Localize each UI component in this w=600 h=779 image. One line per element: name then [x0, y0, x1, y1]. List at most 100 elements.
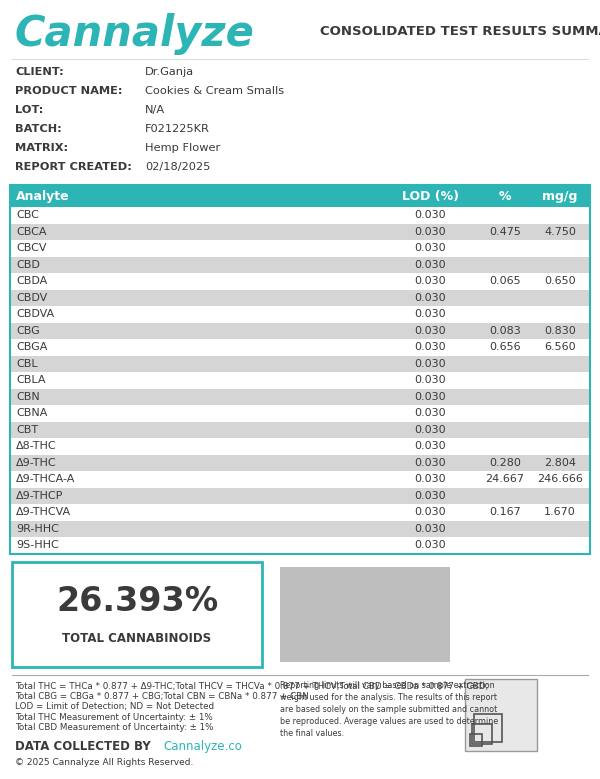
Text: 0.030: 0.030	[414, 541, 446, 550]
Text: Δ8-THC: Δ8-THC	[16, 441, 56, 451]
Text: Δ9-THCP: Δ9-THCP	[16, 491, 64, 501]
FancyBboxPatch shape	[10, 471, 590, 488]
Text: 9R-HHC: 9R-HHC	[16, 523, 59, 534]
Text: 0.656: 0.656	[489, 342, 521, 352]
Text: 0.030: 0.030	[414, 309, 446, 319]
Text: 0.030: 0.030	[414, 293, 446, 303]
Text: Total THC Measurement of Uncertainty: ± 1%: Total THC Measurement of Uncertainty: ± …	[15, 713, 213, 722]
Text: LOT:: LOT:	[15, 105, 43, 115]
Text: %: %	[499, 189, 511, 203]
Text: 26.393%: 26.393%	[56, 585, 218, 618]
Text: 0.030: 0.030	[414, 277, 446, 286]
Text: 0.030: 0.030	[414, 375, 446, 386]
Text: 0.030: 0.030	[414, 523, 446, 534]
Text: CBT: CBT	[16, 425, 38, 435]
FancyBboxPatch shape	[280, 566, 450, 661]
Text: CBG: CBG	[16, 326, 40, 336]
Text: Total CBD Measurement of Uncertainty: ± 1%: Total CBD Measurement of Uncertainty: ± …	[15, 724, 214, 732]
Text: DATA COLLECTED BY: DATA COLLECTED BY	[15, 740, 151, 753]
Text: 0.030: 0.030	[414, 210, 446, 220]
Text: TOTAL CANNABINOIDS: TOTAL CANNABINOIDS	[62, 632, 212, 645]
FancyBboxPatch shape	[10, 306, 590, 323]
FancyBboxPatch shape	[10, 256, 590, 273]
Text: 0.030: 0.030	[414, 507, 446, 517]
Text: CBN: CBN	[16, 392, 40, 402]
Text: 0.030: 0.030	[414, 259, 446, 270]
Text: Δ9-THCA-A: Δ9-THCA-A	[16, 474, 76, 485]
Text: 2.804: 2.804	[544, 458, 576, 467]
FancyBboxPatch shape	[12, 562, 262, 667]
Text: Dr.Ganja: Dr.Ganja	[145, 67, 194, 77]
FancyBboxPatch shape	[10, 520, 590, 537]
Text: 0.030: 0.030	[414, 408, 446, 418]
FancyBboxPatch shape	[10, 488, 590, 504]
Text: Δ9-THCVA: Δ9-THCVA	[16, 507, 71, 517]
Text: 0.030: 0.030	[414, 227, 446, 237]
Text: 0.650: 0.650	[544, 277, 576, 286]
Text: 0.030: 0.030	[414, 474, 446, 485]
Text: LOD (%): LOD (%)	[401, 189, 458, 203]
Text: Analyte: Analyte	[16, 189, 70, 203]
FancyBboxPatch shape	[10, 389, 590, 405]
FancyBboxPatch shape	[10, 185, 590, 207]
Text: 0.030: 0.030	[414, 392, 446, 402]
FancyBboxPatch shape	[10, 372, 590, 389]
Text: 0.030: 0.030	[414, 342, 446, 352]
Text: CONSOLIDATED TEST RESULTS SUMMARY: CONSOLIDATED TEST RESULTS SUMMARY	[320, 24, 600, 37]
Text: CBC: CBC	[16, 210, 39, 220]
Text: CBDV: CBDV	[16, 293, 47, 303]
Text: PRODUCT NAME:: PRODUCT NAME:	[15, 86, 122, 96]
FancyBboxPatch shape	[10, 537, 590, 554]
Text: Δ9-THC: Δ9-THC	[16, 458, 56, 467]
FancyBboxPatch shape	[10, 421, 590, 438]
Text: CBDA: CBDA	[16, 277, 47, 286]
Text: CBLA: CBLA	[16, 375, 46, 386]
FancyBboxPatch shape	[10, 405, 590, 421]
Text: Cannalyze.co: Cannalyze.co	[163, 740, 242, 753]
FancyBboxPatch shape	[10, 240, 590, 256]
Text: 0.030: 0.030	[414, 326, 446, 336]
Text: 0.830: 0.830	[544, 326, 576, 336]
Text: 0.030: 0.030	[414, 359, 446, 368]
FancyBboxPatch shape	[10, 438, 590, 454]
Text: CLIENT:: CLIENT:	[15, 67, 64, 77]
Text: 0.030: 0.030	[414, 441, 446, 451]
Text: 02/18/2025: 02/18/2025	[145, 162, 211, 172]
FancyBboxPatch shape	[10, 355, 590, 372]
FancyBboxPatch shape	[10, 273, 590, 290]
Text: CBL: CBL	[16, 359, 38, 368]
Text: 0.030: 0.030	[414, 491, 446, 501]
Text: F021225KR: F021225KR	[145, 124, 210, 134]
Text: 0.475: 0.475	[489, 227, 521, 237]
Text: MATRIX:: MATRIX:	[15, 143, 68, 153]
FancyBboxPatch shape	[10, 454, 590, 471]
Text: 24.667: 24.667	[485, 474, 524, 485]
Text: 0.030: 0.030	[414, 425, 446, 435]
Text: N/A: N/A	[145, 105, 165, 115]
FancyBboxPatch shape	[10, 290, 590, 306]
Text: 0.083: 0.083	[489, 326, 521, 336]
FancyBboxPatch shape	[10, 504, 590, 520]
Text: 4.750: 4.750	[544, 227, 576, 237]
Text: LOD = Limit of Detection; ND = Not Detected: LOD = Limit of Detection; ND = Not Detec…	[15, 703, 214, 711]
Text: Reporting limits will vary based on sample extraction
weight used for the analys: Reporting limits will vary based on samp…	[280, 682, 498, 738]
Text: Cookies & Cream Smalls: Cookies & Cream Smalls	[145, 86, 284, 96]
Text: CBNA: CBNA	[16, 408, 47, 418]
Text: REPORT CREATED:: REPORT CREATED:	[15, 162, 132, 172]
Text: CBCA: CBCA	[16, 227, 47, 237]
Text: 0.280: 0.280	[489, 458, 521, 467]
FancyBboxPatch shape	[10, 323, 590, 339]
Text: CBGA: CBGA	[16, 342, 47, 352]
FancyBboxPatch shape	[10, 207, 590, 224]
Text: 0.030: 0.030	[414, 458, 446, 467]
Text: 6.560: 6.560	[544, 342, 576, 352]
Text: Cannalyze: Cannalyze	[15, 13, 255, 55]
Text: 1.670: 1.670	[544, 507, 576, 517]
Text: Total THC = THCa * 0.877 + Δ9-THC;Total THCV = THCVa * 0.877 + THCV;Total CBD = : Total THC = THCa * 0.877 + Δ9-THC;Total …	[15, 682, 488, 690]
Text: 0.167: 0.167	[489, 507, 521, 517]
FancyBboxPatch shape	[465, 679, 537, 750]
Text: 9S-HHC: 9S-HHC	[16, 541, 59, 550]
FancyBboxPatch shape	[10, 339, 590, 355]
Text: © 2025 Cannalyze All Rights Reserved.: © 2025 Cannalyze All Rights Reserved.	[15, 758, 193, 767]
Text: CBCV: CBCV	[16, 243, 47, 253]
